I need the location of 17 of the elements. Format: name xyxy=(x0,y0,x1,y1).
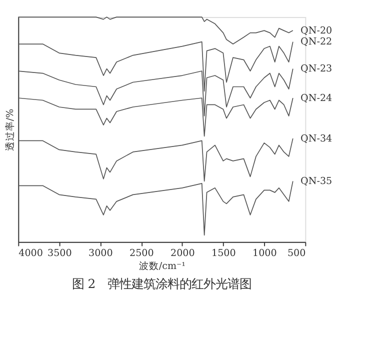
x-tick-label: 3000 xyxy=(88,248,113,259)
x-tick-label: 2500 xyxy=(130,248,154,259)
x-tick-label: 500 xyxy=(287,248,306,259)
x-tick-label: 4000 xyxy=(18,248,43,259)
x-tick-label: 3500 xyxy=(48,248,72,259)
x-tick-label: 2000 xyxy=(170,248,195,259)
text: 图 2 弹性建筑涂料的红外光谱图 xyxy=(72,276,252,291)
series-label: QN-22 xyxy=(300,36,332,48)
series-label: QN-24 xyxy=(300,92,332,104)
series-label: QN-35 xyxy=(300,176,332,188)
x-tick-label: 1000 xyxy=(252,248,277,259)
y-axis-title: 透过率/% xyxy=(4,108,16,152)
x-tick-label: 1500 xyxy=(212,248,236,259)
series-label: QN-23 xyxy=(300,64,332,75)
series-label: QN-20 xyxy=(300,25,332,36)
x-axis-title: 波数/cm⁻¹ xyxy=(138,260,186,272)
series-label: QN-34 xyxy=(300,133,332,144)
